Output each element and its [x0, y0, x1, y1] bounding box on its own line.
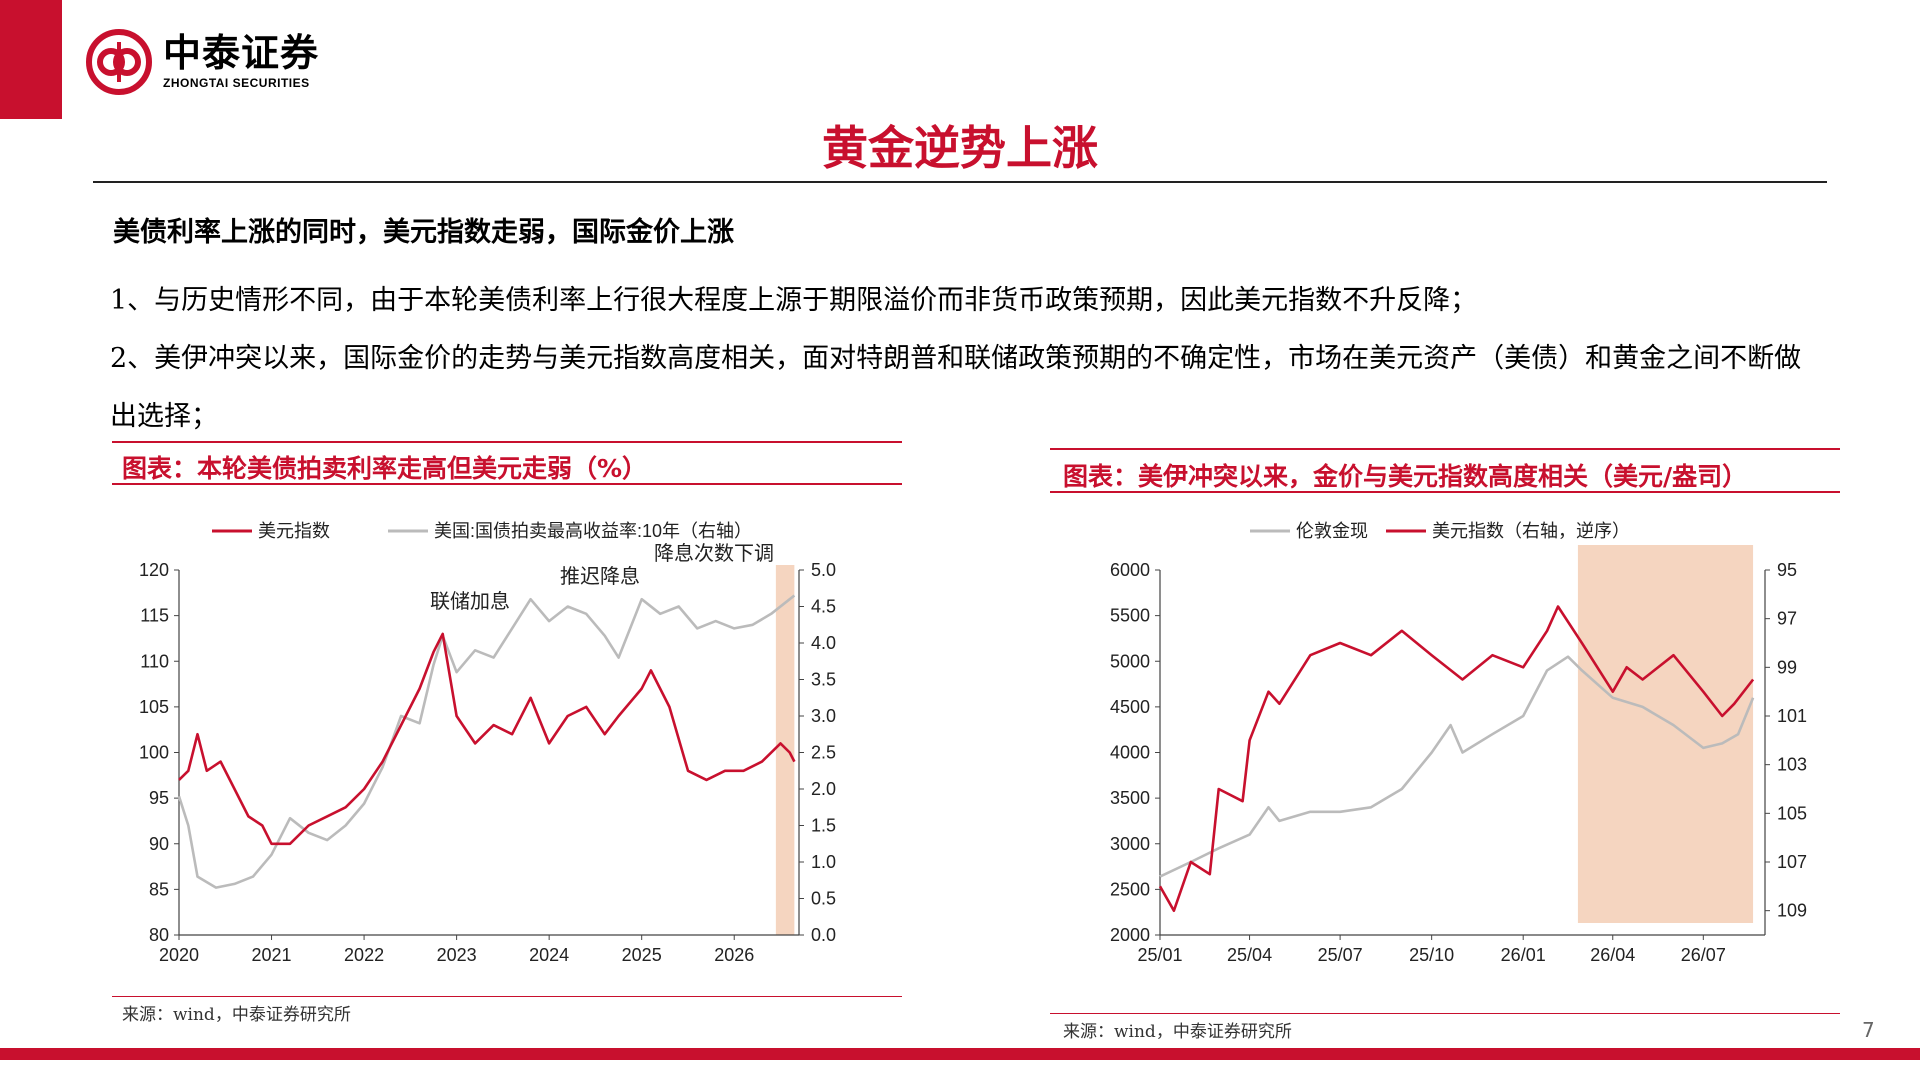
x-tick-label: 2024: [529, 945, 569, 965]
chart-annotation: 推迟降息: [560, 564, 640, 588]
page-number: 7: [1862, 1018, 1875, 1042]
y-tick-label: 100: [139, 743, 169, 763]
y2-tick-label: 4.0: [811, 633, 836, 653]
point-2: 2、美伊冲突以来，国际金价的走势与美元指数高度相关，面对特朗普和联储政策预期的不…: [110, 343, 1802, 432]
y2-tick-label: 103: [1777, 755, 1807, 775]
x-tick-label: 2020: [159, 945, 199, 965]
brand-corner-block: [0, 0, 62, 119]
series-line-2: [1158, 605, 1755, 913]
legend-label-2: 美国:国债拍卖最高收益率:10年（右轴）: [434, 521, 752, 541]
x-tick-label: 25/10: [1409, 945, 1454, 965]
x-tick-label: 2022: [344, 945, 384, 965]
shaded-region: [775, 565, 795, 935]
left-figure-source: 来源：wind，中泰证券研究所: [122, 1005, 351, 1025]
x-tick-label: 2025: [622, 945, 662, 965]
brand-name-cn: 中泰证券: [163, 31, 320, 75]
left-caption-bottom-rule: [112, 483, 902, 485]
series-line-2: [177, 594, 796, 889]
y-tick-label: 85: [149, 879, 169, 899]
y-tick-label: 90: [149, 834, 169, 854]
y2-tick-label: 109: [1777, 901, 1807, 921]
y2-tick-label: 97: [1777, 609, 1797, 629]
y-tick-label: 120: [139, 560, 169, 580]
series-line-1: [1159, 655, 1755, 878]
brand-name-en: ZHONGTAI SECURITIES: [163, 76, 310, 90]
shaded-region: [1577, 545, 1754, 923]
y2-tick-label: 0.5: [811, 889, 836, 909]
right-figure-source: 来源：wind，中泰证券研究所: [1063, 1022, 1292, 1042]
x-tick-label: 26/07: [1681, 945, 1726, 965]
y2-tick-label: 101: [1777, 706, 1807, 726]
title-divider: [93, 181, 1827, 183]
left-source-rule: [112, 996, 902, 997]
y2-tick-label: 3.5: [811, 670, 836, 690]
y-tick-label: 5000: [1110, 651, 1150, 671]
y2-tick-label: 3.0: [811, 706, 836, 726]
left-chart: 80 85 90 95 100 105 110 115 120 0.0 0.5 1.0 1.5 2.0 2.…: [139, 521, 836, 965]
y2-tick-label: 1.0: [811, 852, 836, 872]
y2-tick-label: 5.0: [811, 560, 836, 580]
right-source-rule: [1050, 1013, 1840, 1014]
y-tick-label: 80: [149, 925, 169, 945]
y-tick-label: 4000: [1110, 743, 1150, 763]
footer-bar: [0, 1048, 1920, 1060]
y2-tick-label: 107: [1777, 852, 1807, 872]
y-tick-label: 5500: [1110, 606, 1150, 626]
right-caption-bottom-rule: [1050, 491, 1840, 493]
headline: 美债利率上涨的同时，美元指数走弱，国际金价上涨: [113, 217, 734, 248]
y-tick-label: 115: [140, 606, 169, 626]
x-tick-label: 2023: [437, 945, 477, 965]
y-tick-label: 110: [140, 651, 169, 671]
chart-annotation: 联储加息: [430, 589, 510, 613]
series-line-1: [178, 632, 796, 846]
y2-tick-label: 4.5: [811, 597, 836, 617]
legend-label-1: 伦敦金现: [1296, 521, 1368, 541]
y-tick-label: 3500: [1110, 788, 1150, 808]
right-chart: 2000 2500 3000 3500 4000 4500 5000 5500 6000 95 97…: [1110, 521, 1807, 965]
left-caption-top-rule: [112, 441, 902, 443]
y2-tick-label: 99: [1777, 657, 1797, 677]
x-tick-label: 25/07: [1318, 945, 1363, 965]
right-figure-caption: 图表：美伊冲突以来，金价与美元指数高度相关（美元/盎司）: [1063, 462, 1748, 491]
legend-label-1: 美元指数: [258, 521, 330, 541]
point-1: 1、与历史情形不同，由于本轮美债利率上行很大程度上源于期限溢价而非货币政策预期，…: [110, 285, 1478, 316]
y2-tick-label: 2.5: [811, 743, 836, 763]
x-tick-label: 2021: [252, 945, 292, 965]
legend-label-2: 美元指数（右轴，逆序）: [1432, 521, 1630, 541]
x-tick-label: 26/04: [1590, 945, 1635, 965]
chart-annotation: 降息次数下调: [654, 541, 774, 565]
x-tick-label: 25/04: [1227, 945, 1272, 965]
right-caption-top-rule: [1050, 448, 1840, 450]
y2-tick-label: 2.0: [811, 779, 836, 799]
y-tick-label: 105: [139, 697, 169, 717]
y-tick-label: 4500: [1110, 697, 1150, 717]
x-tick-label: 25/01: [1137, 945, 1182, 965]
zhongtai-logo-icon: [86, 29, 152, 95]
company-logo: 中泰证券 ZHONGTAI SECURITIES: [85, 28, 319, 96]
page-title: 黄金逆势上涨: [822, 121, 1098, 175]
y-tick-label: 3000: [1110, 834, 1150, 854]
y-tick-label: 2500: [1110, 879, 1150, 899]
y2-tick-label: 0.0: [811, 925, 836, 945]
y-tick-label: 95: [149, 788, 169, 808]
x-tick-label: 2026: [714, 945, 754, 965]
y2-tick-label: 105: [1777, 803, 1807, 823]
y2-tick-label: 95: [1777, 560, 1797, 580]
left-figure-caption: 图表：本轮美债拍卖利率走高但美元走弱（%）: [122, 454, 648, 483]
y2-tick-label: 1.5: [811, 816, 836, 836]
x-tick-label: 26/01: [1501, 945, 1546, 965]
y-tick-label: 6000: [1110, 560, 1150, 580]
y-tick-label: 2000: [1110, 925, 1150, 945]
